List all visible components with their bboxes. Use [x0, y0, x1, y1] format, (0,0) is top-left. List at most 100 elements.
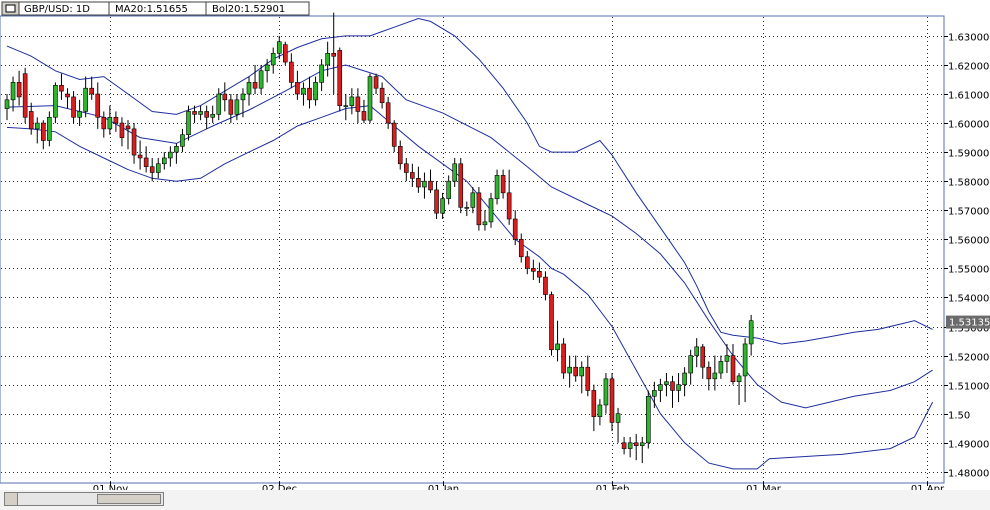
- candle-up: [367, 73, 373, 124]
- candle-down: [379, 82, 385, 109]
- candle-body: [452, 163, 458, 182]
- candle-body: [736, 375, 742, 383]
- candle-up: [174, 143, 179, 164]
- candle-body: [639, 442, 645, 446]
- candle-down: [101, 111, 107, 138]
- candle-body: [379, 87, 385, 104]
- candle-body: [555, 343, 560, 351]
- candle-down: [282, 41, 288, 65]
- candle-body: [579, 366, 585, 377]
- candle-body: [730, 355, 736, 383]
- horizontal-scrollbar[interactable]: [4, 492, 164, 506]
- candle-body: [289, 61, 294, 83]
- candle-up: [488, 192, 494, 228]
- candle-up: [186, 105, 191, 141]
- candle-down: [192, 105, 197, 124]
- candle-body: [621, 442, 627, 449]
- candle-body: [210, 114, 215, 118]
- candle-up: [724, 343, 730, 374]
- candle-body: [119, 122, 125, 138]
- candle-up: [34, 117, 40, 144]
- candle-body: [83, 87, 88, 112]
- candles: [4, 12, 754, 464]
- candle-body: [385, 102, 391, 124]
- bollinger-upper-line: [6, 17, 933, 345]
- x-tick-label: 01 Apr: [911, 484, 945, 495]
- candle-body: [125, 125, 131, 130]
- y-tick-label: 1.51000: [948, 382, 989, 393]
- candle-down: [621, 436, 627, 455]
- candle-up: [645, 390, 651, 449]
- candle-down: [633, 434, 639, 461]
- candle-body: [71, 96, 76, 118]
- candle-body: [319, 64, 324, 83]
- candle-body: [155, 163, 161, 173]
- candle-up: [658, 378, 663, 403]
- candle-body: [95, 93, 101, 118]
- candle-body: [307, 87, 312, 101]
- candle-body: [10, 82, 16, 101]
- candle-body: [89, 87, 94, 95]
- candle-down: [537, 262, 542, 283]
- candle-body: [65, 93, 70, 98]
- candle-body: [688, 355, 693, 374]
- candle-body: [313, 82, 318, 101]
- candle-down: [506, 169, 512, 225]
- candle-down: [228, 94, 234, 124]
- candle-up: [682, 367, 687, 397]
- candle-down: [89, 76, 94, 100]
- candle-down: [119, 117, 125, 147]
- candle-up: [10, 76, 16, 112]
- candle-body: [107, 116, 113, 130]
- candle-body: [748, 320, 754, 345]
- candle-body: [658, 384, 663, 391]
- candle-body: [349, 96, 355, 106]
- candle-body: [458, 163, 464, 208]
- candle-body: [464, 207, 470, 209]
- candle-up: [452, 157, 458, 188]
- candle-body: [270, 53, 276, 66]
- candle-down: [518, 233, 524, 263]
- candle-body: [16, 82, 22, 98]
- y-tick-label: 1.58000: [948, 178, 989, 189]
- candle-down: [561, 338, 566, 379]
- candle-body: [500, 175, 506, 194]
- candle-body: [180, 134, 185, 147]
- candle-up: [4, 94, 10, 121]
- candle-body: [645, 395, 651, 444]
- candle-body: [700, 346, 706, 368]
- candle-up: [736, 373, 742, 405]
- candle-up: [676, 373, 681, 403]
- candle-body: [355, 96, 361, 112]
- candle-body: [397, 146, 403, 165]
- candle-body: [422, 180, 427, 188]
- y-tick-label: 1.48000: [948, 469, 989, 480]
- candle-body: [567, 366, 572, 374]
- candle-up: [83, 76, 88, 118]
- candle-down: [204, 105, 209, 129]
- y-tick-label: 1.60000: [948, 120, 989, 131]
- candle-body: [53, 84, 58, 118]
- candle-body: [482, 221, 488, 226]
- candle-body: [718, 361, 724, 374]
- candle-down: [585, 355, 591, 397]
- candle-body: [506, 192, 512, 220]
- candle-body: [670, 381, 675, 391]
- candle-up: [210, 105, 215, 124]
- candle-up: [694, 338, 700, 368]
- candle-body: [101, 116, 107, 130]
- bol-label: Bol20:1.52901: [212, 4, 285, 15]
- candle-body: [597, 404, 603, 417]
- scroll-left-button[interactable]: [5, 493, 18, 505]
- candle-down: [28, 102, 34, 135]
- candle-down: [730, 343, 736, 385]
- scrollbar-thumb[interactable]: [97, 494, 161, 504]
- candle-up: [615, 407, 621, 443]
- candle-body: [609, 378, 615, 423]
- candle-down: [355, 88, 361, 124]
- candle-body: [367, 76, 373, 121]
- candle-body: [131, 128, 137, 156]
- candle-down: [131, 123, 137, 164]
- x-tick-label: 01 Jan: [428, 484, 459, 495]
